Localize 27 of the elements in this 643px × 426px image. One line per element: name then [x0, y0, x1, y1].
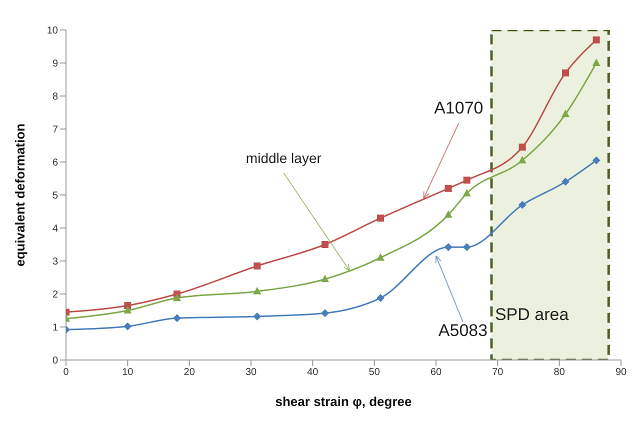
- y-tick-label: 2: [52, 290, 58, 301]
- y-tick-label: 5: [52, 190, 58, 202]
- y-tick-label: 4: [52, 224, 58, 235]
- x-axis-title: shear strain φ, degree: [275, 394, 412, 409]
- x-tick-label: 80: [554, 367, 566, 378]
- x-tick-label: 0: [63, 367, 70, 378]
- x-tick-label: 70: [492, 367, 504, 378]
- x-tick-label: 60: [430, 367, 442, 378]
- y-tick-label: 0: [52, 356, 58, 367]
- x-tick-label: 20: [184, 367, 196, 378]
- band-label: SPD area: [494, 305, 570, 324]
- annotation: A1070: [434, 98, 484, 118]
- annotation: A5083: [438, 321, 488, 340]
- y-axis-title: equivalent deformation: [12, 123, 28, 267]
- x-tick-label: 10: [122, 367, 134, 378]
- y-tick-label: 3: [52, 256, 58, 268]
- y-tick-label: 8: [52, 92, 58, 103]
- y-tick-label: 1: [52, 322, 58, 334]
- annotation: middle layer: [246, 150, 322, 166]
- y-tick-label: 9: [52, 58, 58, 70]
- x-tick-label: 40: [307, 367, 319, 378]
- x-tick-label: 50: [368, 367, 380, 378]
- y-tick-label: 6: [52, 158, 58, 169]
- y-tick-label: 10: [46, 26, 58, 37]
- x-tick-label: 90: [615, 367, 627, 378]
- x-tick-label: 30: [245, 367, 257, 378]
- y-tick-label: 7: [52, 124, 58, 136]
